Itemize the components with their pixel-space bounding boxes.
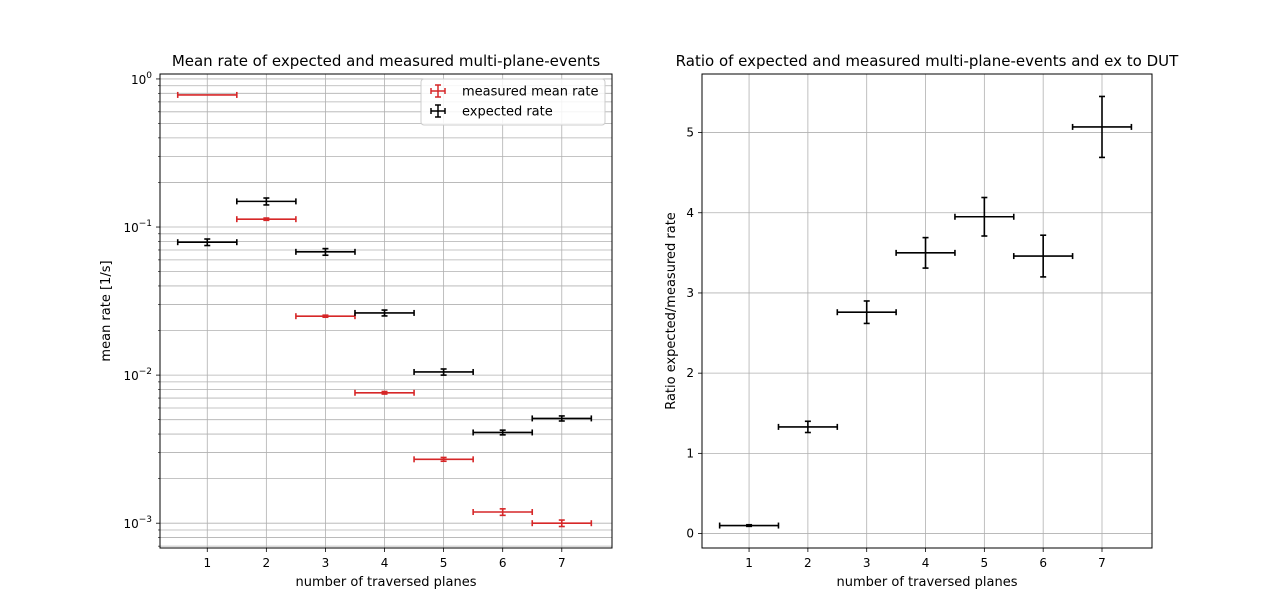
right-point-ratio <box>718 522 780 529</box>
right-x-tick-label: 1 <box>745 556 753 570</box>
right-point-ratio <box>954 196 1015 237</box>
left-point-expected-rate <box>354 309 415 317</box>
right-plot-frame <box>701 73 1153 549</box>
left-x-tick-label: 2 <box>263 556 271 570</box>
left-y-tick-label: 10−1 <box>123 219 152 235</box>
right-x-tick-label: 5 <box>981 556 989 570</box>
right-y-tick-label: 5 <box>686 126 694 140</box>
right-point-ratio <box>777 420 839 434</box>
right-x-tick-label: 2 <box>804 556 812 570</box>
left-point-measured-mean-rate <box>236 216 297 223</box>
right-x-tick-label: 6 <box>1039 556 1047 570</box>
left-point-measured-mean-rate <box>472 508 534 517</box>
legend-marker-expected <box>430 104 446 118</box>
left-point-measured-mean-rate <box>413 456 474 463</box>
left-chart: 1 2 3 4 5 6 7 10−3 10−2 10−1 100 Mean rate of expe… <box>99 52 613 590</box>
legend-frame <box>420 78 606 126</box>
right-point-ratio <box>836 300 897 325</box>
left-y-tick-label: 10−3 <box>123 515 152 531</box>
left-point-expected-rate <box>236 197 297 206</box>
left-point-expected-rate <box>472 429 534 436</box>
right-grid <box>702 74 1152 548</box>
left-y-tick-label: 100 <box>131 71 152 87</box>
left-x-tick-label: 6 <box>499 556 507 570</box>
right-point-ratio <box>1071 95 1133 159</box>
right-y-tick-label: 3 <box>686 286 694 300</box>
right-y-axis-label: Ratio expected/measured rate <box>664 212 679 410</box>
left-x-tick-label: 4 <box>381 556 389 570</box>
right-x-tick-label: 4 <box>922 556 930 570</box>
left-data-marks <box>176 91 593 528</box>
right-y-tick-label: 2 <box>686 366 694 380</box>
right-y-tick-label: 0 <box>686 527 694 541</box>
right-chart: 1 2 3 4 5 6 7 0 1 2 3 4 5 Ratio of expected and meas… <box>664 52 1179 590</box>
left-x-tick-label: 5 <box>440 556 448 570</box>
left-point-measured-mean-rate <box>531 519 593 528</box>
left-point-measured-mean-rate <box>176 91 238 98</box>
left-y-axis-label: mean rate [1/s] <box>99 260 114 361</box>
left-x-tick-label: 7 <box>558 556 566 570</box>
left-chart-title: Mean rate of expected and measured multi… <box>172 52 601 70</box>
right-x-axis-label: number of traversed planes <box>837 575 1018 590</box>
legend-label-expected: expected rate <box>462 105 553 120</box>
right-x-tick-label: 3 <box>863 556 871 570</box>
right-point-ratio <box>895 236 956 269</box>
left-point-expected-rate <box>413 368 474 376</box>
left-plot-frame <box>159 73 613 549</box>
right-ticks: 1 2 3 4 5 6 7 0 1 2 3 4 5 <box>686 126 1105 570</box>
legend-marker-measured <box>430 84 446 98</box>
right-y-tick-label: 1 <box>686 446 694 460</box>
right-chart-title: Ratio of expected and measured multi-pla… <box>676 52 1179 70</box>
left-point-expected-rate <box>531 415 593 422</box>
legend: measured mean rate expected rate <box>420 78 606 126</box>
right-data-marks <box>718 95 1133 529</box>
left-ticks: 1 2 3 4 5 6 7 10−3 10−2 10−1 100 <box>123 71 565 570</box>
left-point-measured-mean-rate <box>354 389 415 396</box>
right-y-tick-label: 4 <box>686 206 694 220</box>
legend-label-measured: measured mean rate <box>462 85 599 100</box>
right-point-ratio <box>1012 234 1074 278</box>
left-point-expected-rate <box>176 238 238 247</box>
left-x-axis-label: number of traversed planes <box>296 575 477 590</box>
left-x-tick-label: 1 <box>203 556 211 570</box>
left-x-tick-label: 3 <box>322 556 330 570</box>
left-y-tick-label: 10−2 <box>123 367 152 383</box>
right-x-tick-label: 7 <box>1098 556 1106 570</box>
left-point-expected-rate <box>295 247 356 257</box>
